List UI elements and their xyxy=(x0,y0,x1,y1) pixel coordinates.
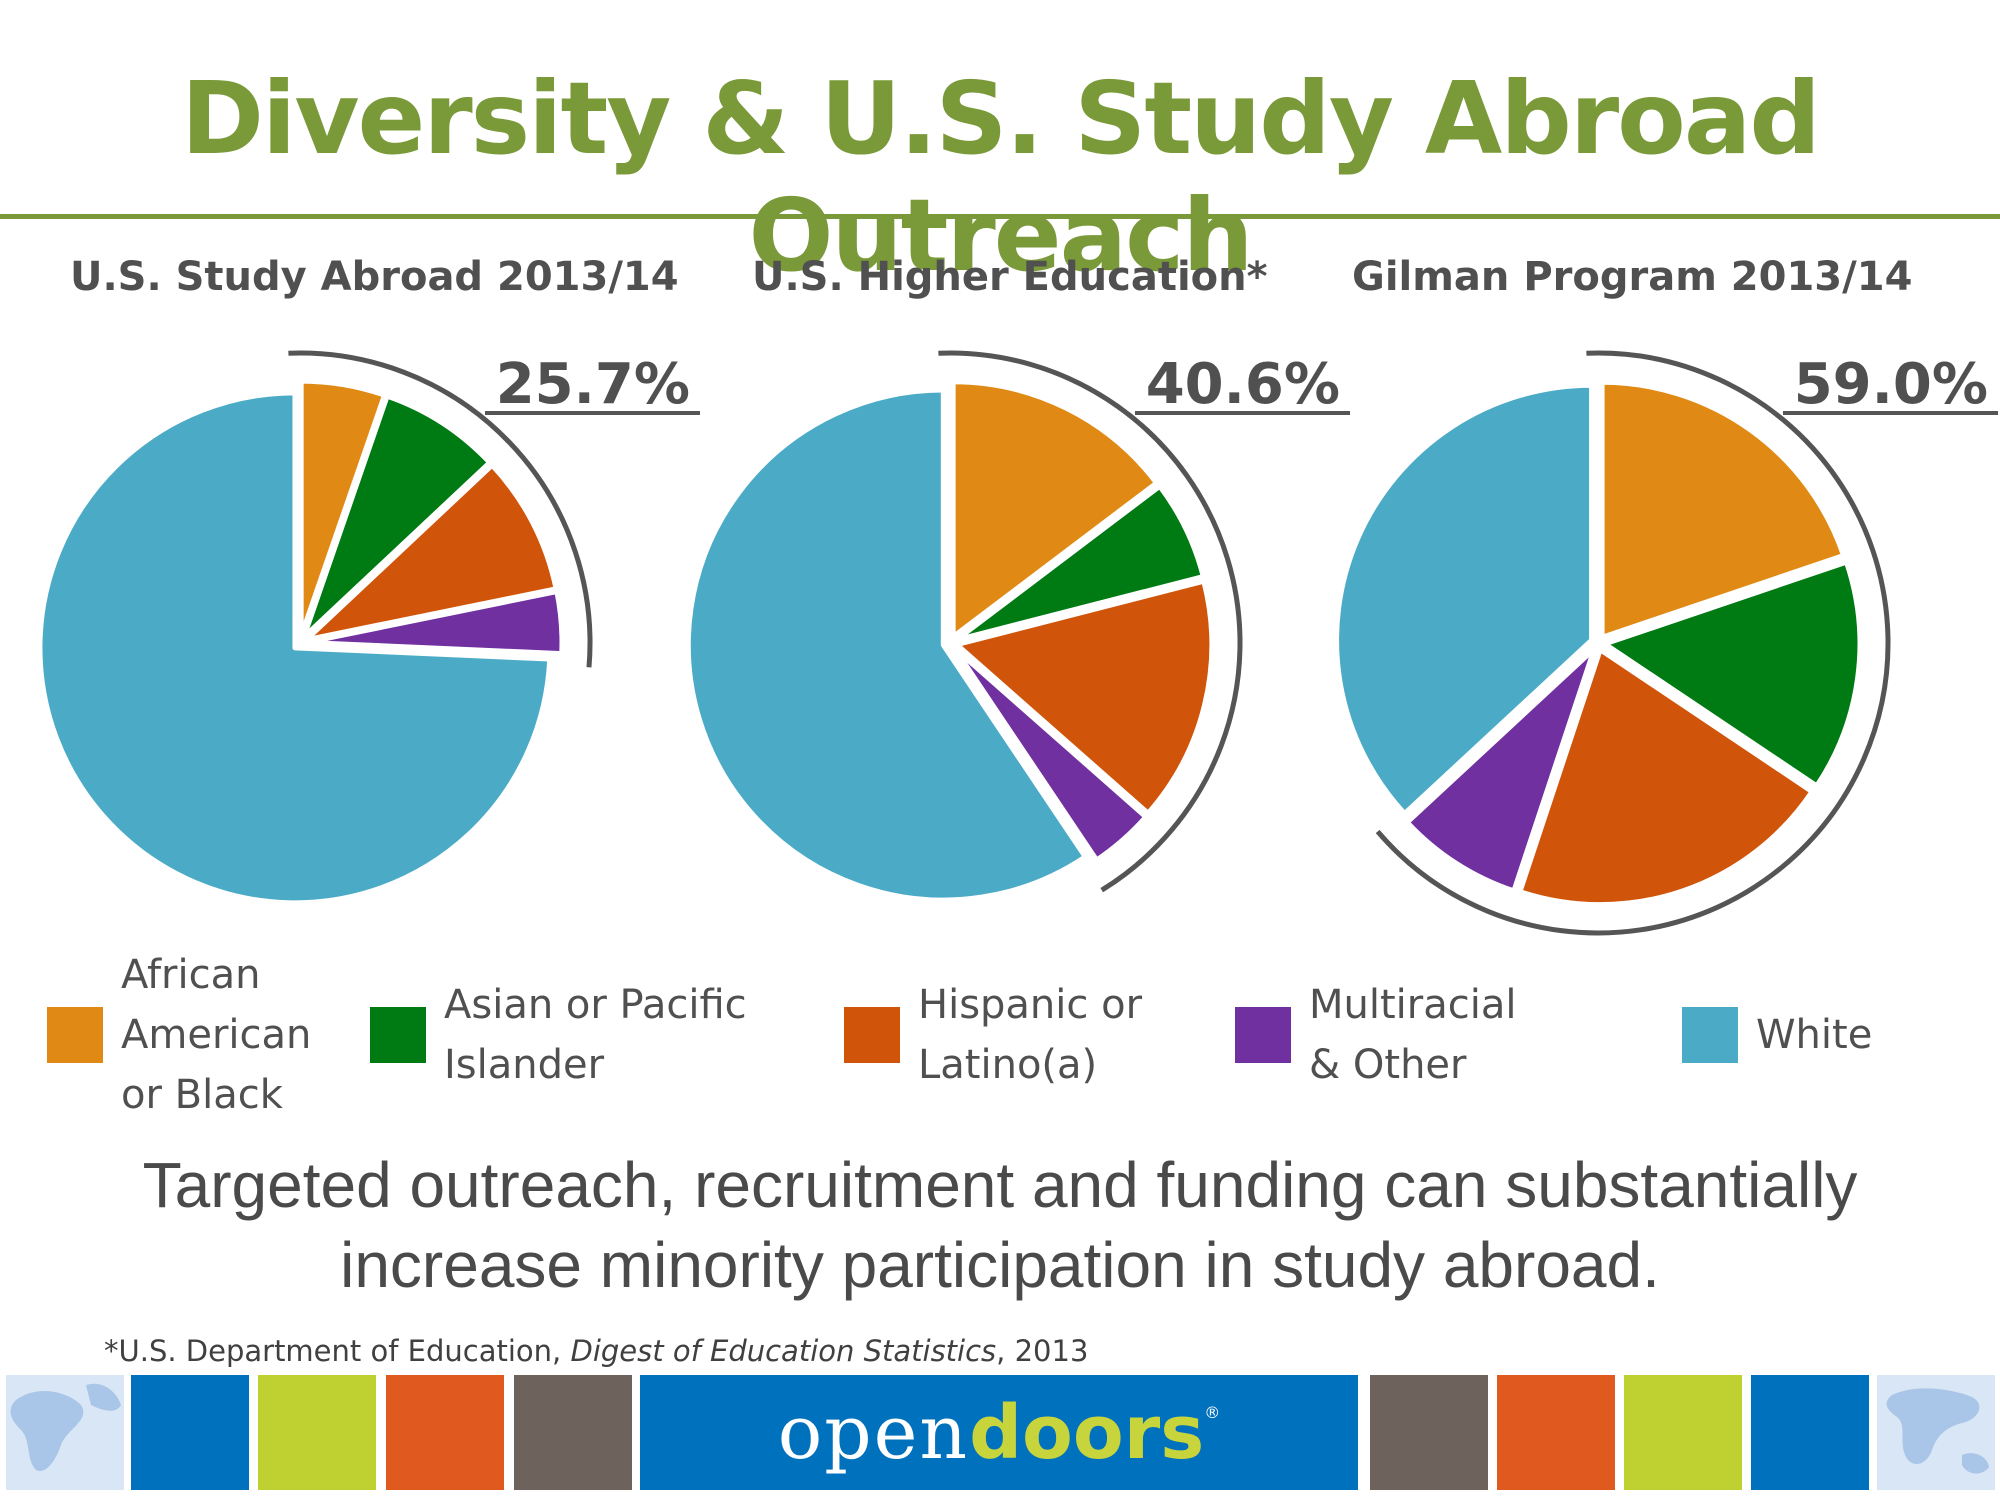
legend-item-multiracial-other: Multiracial & Other xyxy=(1235,970,1516,1100)
world-map-right-image xyxy=(1877,1375,1995,1490)
legend-item-white: White xyxy=(1682,1000,1872,1070)
logo-registered-mark: ® xyxy=(1204,1403,1221,1422)
summary-line-2: increase minority participation in study… xyxy=(340,1229,1660,1301)
footnote: *U.S. Department of Education, Digest of… xyxy=(104,1334,1088,1368)
legend-label: White xyxy=(1756,1012,1873,1058)
pie-slice-asian-or-pacific-islander xyxy=(301,393,493,640)
pie-title: Gilman Program 2013/14 xyxy=(1352,254,1912,300)
pie-slice-african-american-or-black xyxy=(298,378,388,639)
legend-item-hispanic-latino: Hispanic or Latino(a) xyxy=(844,970,1142,1100)
footer-banner: open doors ® xyxy=(0,1375,2000,1490)
legend-item-asian-pacific: Asian or Pacific Islander xyxy=(370,970,747,1100)
pie-chart-3: Gilman Program 2013/14 59.0% xyxy=(1334,254,1998,936)
legend-swatch xyxy=(370,1007,426,1063)
legend: African American or Black Asian or Pacif… xyxy=(0,950,2000,1120)
pie-title: U.S. Higher Education* xyxy=(752,254,1268,300)
legend-label: African American or Black xyxy=(121,952,312,1118)
footnote-source-title: Digest of Education Statistics xyxy=(570,1334,997,1368)
pie-slice-multiracial-other xyxy=(1404,646,1597,894)
world-map-left-image xyxy=(6,1375,124,1490)
legend-label: Hispanic or Latino(a) xyxy=(918,982,1143,1088)
summary-line-1: Targeted outreach, recruitment and fundi… xyxy=(142,1149,1858,1221)
footer-block-7 xyxy=(1624,1375,1742,1490)
footer-block-5 xyxy=(1370,1375,1488,1490)
title-divider xyxy=(0,214,2000,219)
logo-open-text: open xyxy=(777,1389,970,1476)
minority-percentage-label: 25.7% xyxy=(496,352,690,417)
footnote-suffix: , 2013 xyxy=(996,1334,1089,1368)
footer-block-4 xyxy=(514,1375,632,1490)
footer-block-3 xyxy=(386,1375,504,1490)
legend-item-african-american: African American or Black xyxy=(47,950,311,1120)
legend-swatch xyxy=(1682,1007,1738,1063)
pie-title: U.S. Study Abroad 2013/14 xyxy=(70,254,679,300)
footer-block-1 xyxy=(131,1375,249,1490)
legend-swatch xyxy=(47,1007,103,1063)
footer-block-8 xyxy=(1751,1375,1869,1490)
minority-share-arc xyxy=(1375,350,1891,936)
logo-doors-text: doors xyxy=(969,1389,1205,1476)
pie-slice-multiracial-other xyxy=(952,645,1149,863)
pie-slice-asian-or-pacific-islander xyxy=(1602,559,1863,789)
pie-slice-white xyxy=(37,390,553,906)
minority-percentage-label: 40.6% xyxy=(1146,352,1340,417)
pie-slice-hispanic-or-latino-a xyxy=(954,578,1215,816)
minority-percentage-label: 59.0% xyxy=(1794,352,1988,417)
footer-block-6 xyxy=(1497,1375,1615,1490)
pie-slice-hispanic-or-latino-a xyxy=(303,462,559,643)
page-title: Diversity & U.S. Study Abroad Outreach xyxy=(181,60,1821,294)
footnote-prefix: *U.S. Department of Education, xyxy=(104,1334,571,1368)
pie-slice-multiracial-other xyxy=(304,589,565,657)
legend-swatch xyxy=(844,1007,900,1063)
legend-swatch xyxy=(1235,1007,1291,1063)
summary-text: Targeted outreach, recruitment and fundi… xyxy=(0,1145,2000,1305)
pie-slice-african-american-or-black xyxy=(1599,379,1847,640)
pie-slice-african-american-or-black xyxy=(950,379,1160,640)
minority-share-arc xyxy=(938,350,1243,893)
pie-slice-white xyxy=(1334,382,1595,817)
footer-block-2 xyxy=(258,1375,376,1490)
opendoors-logo: open doors ® xyxy=(640,1375,1358,1490)
pie-chart-2: U.S. Higher Education* 40.6% xyxy=(685,254,1350,903)
legend-label: Asian or Pacific Islander xyxy=(444,982,747,1088)
minority-share-arc xyxy=(288,350,593,668)
legend-label: Multiracial & Other xyxy=(1309,982,1517,1088)
pie-slice-white xyxy=(685,387,1088,903)
pie-slice-hispanic-or-latino-a xyxy=(1517,647,1815,908)
pie-slice-asian-or-pacific-islander xyxy=(953,483,1206,643)
pie-chart-1: U.S. Study Abroad 2013/14 25.7% xyxy=(37,254,700,906)
